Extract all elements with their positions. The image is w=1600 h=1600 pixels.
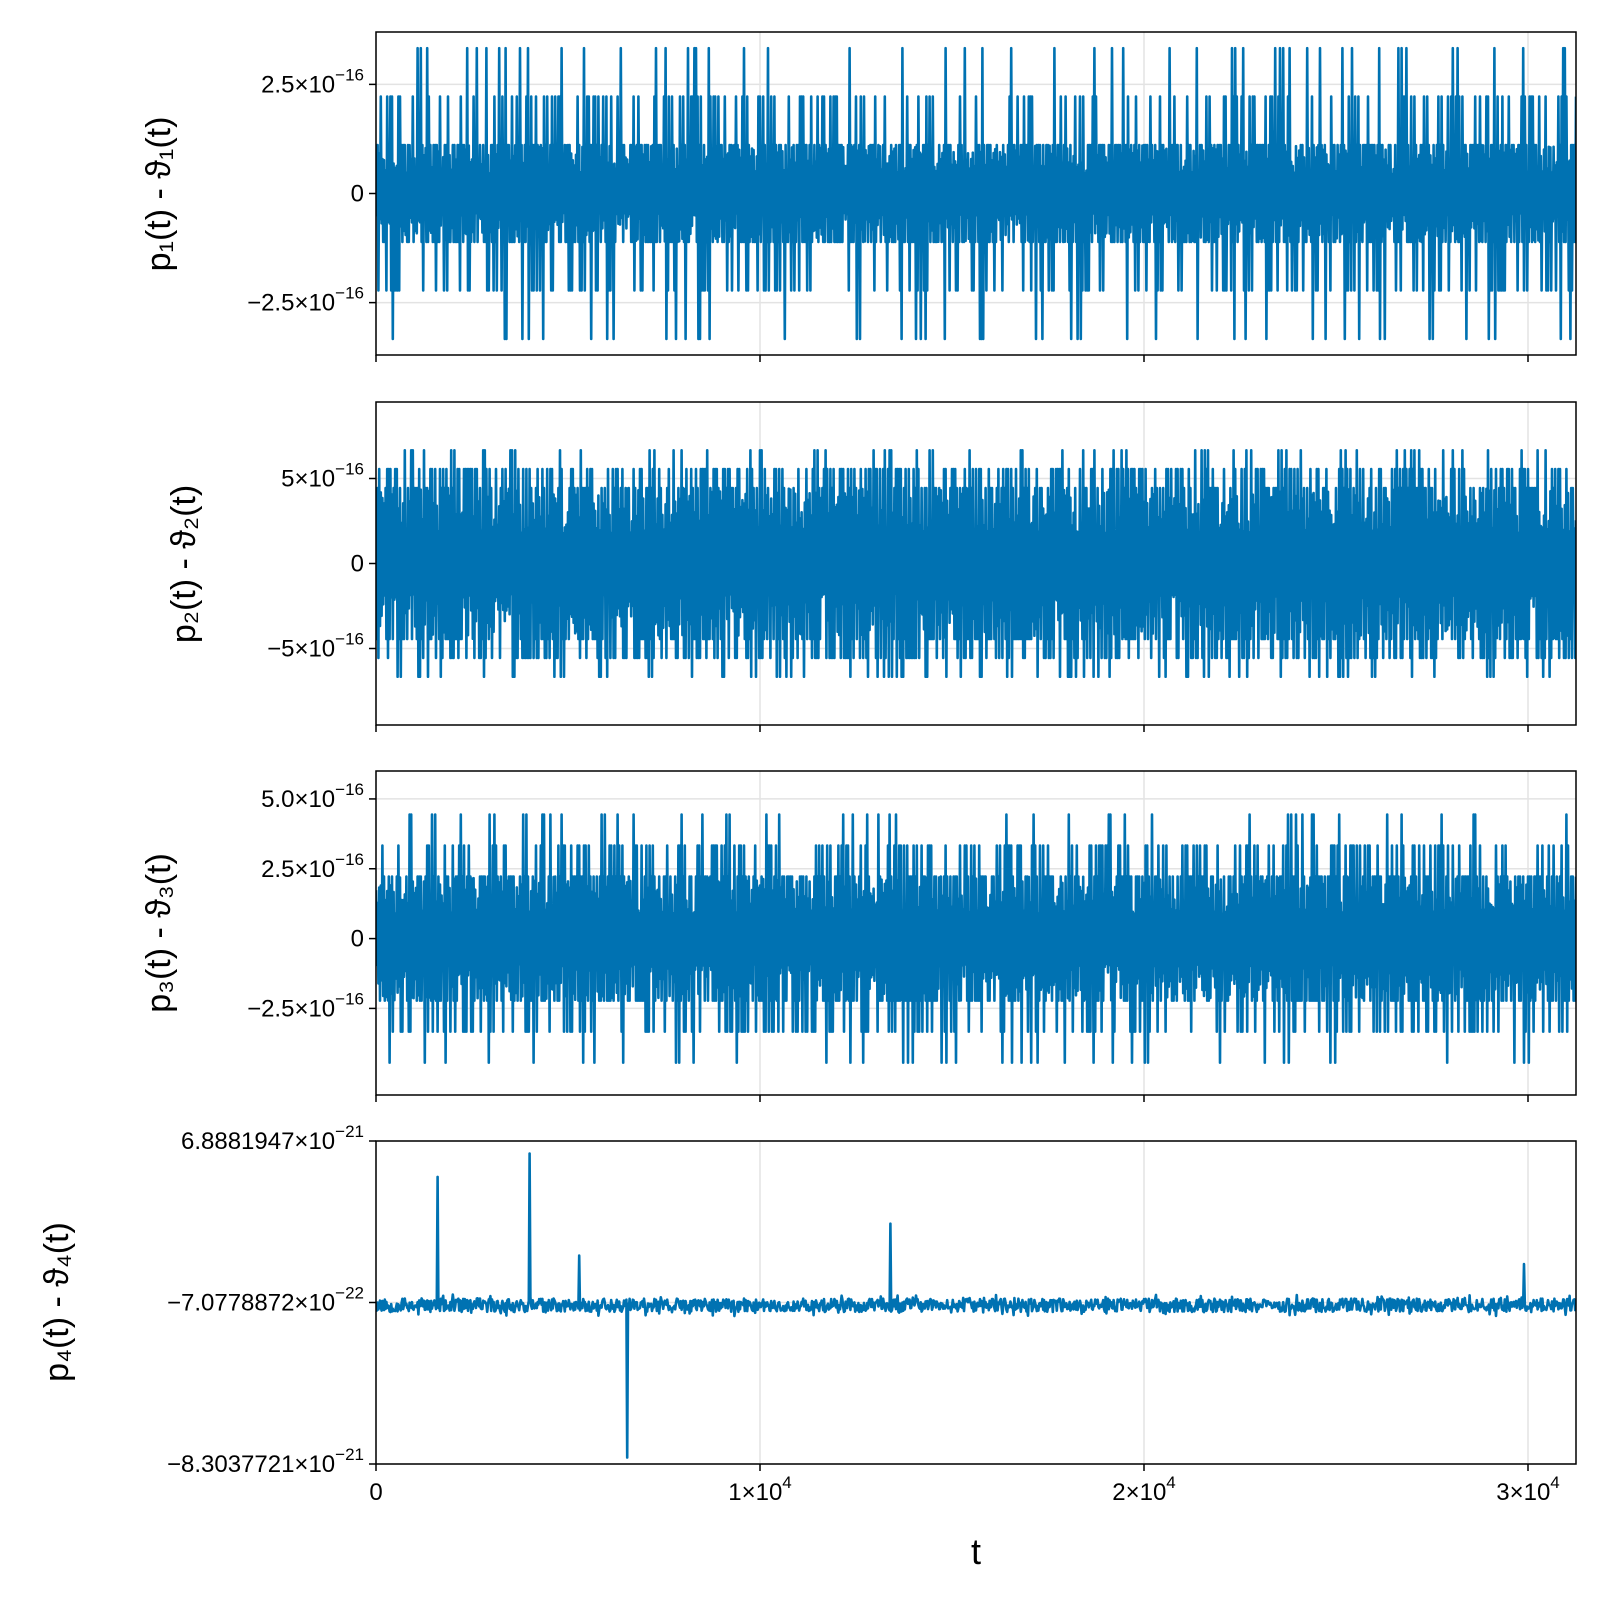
plot-frame [375,770,1577,1096]
y-tick-label-base: 2.5×10 [261,71,335,98]
y-tick-label-base: −7.0778872×10 [167,1290,335,1317]
y-tick-label-base: 0 [351,181,364,208]
y-tick-label: 0 [351,181,364,208]
x-tick-label-exponent: 4 [1166,1473,1175,1492]
y-tick-label: 2.5×10−16 [261,850,364,883]
x-axis-label: t [971,1531,981,1572]
x-tick-label: 2×104 [1112,1473,1176,1506]
y-tick-label: 6.8881947×10−21 [181,1122,364,1155]
y-tick-label: 5.0×10−16 [261,780,364,813]
y-axis-label: p₁(t) - ϑ₁(t) [140,117,178,272]
y-tick-label-base: −5×10 [267,636,335,663]
series-line [376,1152,1576,1459]
x-tick-label-base: 3×10 [1496,1479,1550,1506]
y-tick-label-exponent: −16 [335,989,364,1008]
y-tick-label-base: 5×10 [281,466,335,493]
y-tick-label-exponent: −16 [335,850,364,869]
y-tick-label-exponent: −16 [335,780,364,799]
y-axis-label: p₄(t) - ϑ₄(t) [38,1222,76,1382]
x-tick-label: 1×104 [728,1473,792,1506]
x-tick-label: 3×104 [1496,1473,1560,1506]
y-tick-label-base: 0 [351,551,364,578]
y-tick-label-base: 2.5×10 [261,856,335,883]
x-tick-label-base: 2×10 [1112,1479,1166,1506]
y-tick-label: −8.3037721×10−21 [167,1445,364,1478]
y-tick-label: −2.5×10−16 [247,284,364,317]
y-tick-label-exponent: −21 [335,1445,364,1464]
y-tick-label-base: −2.5×10 [247,290,335,317]
y-tick-label-exponent: −16 [335,630,364,649]
x-tick-label-base: 0 [369,1479,382,1506]
x-tick-label-exponent: 4 [782,1473,791,1492]
y-tick-label-base: 5.0×10 [261,786,335,813]
y-tick-label: 0 [351,551,364,578]
y-tick-label: −2.5×10−16 [247,989,364,1022]
y-axis-label: p₃(t) - ϑ₃(t) [140,853,178,1013]
y-tick-label: 5×10−16 [281,460,364,493]
panel-4: 6.8881947×10−21−7.0778872×10−22−8.303772… [38,1122,1577,1572]
x-tick-label-exponent: 4 [1550,1473,1559,1492]
series-line [376,46,1576,341]
y-tick-label: 0 [351,926,364,953]
y-tick-label-exponent: −22 [335,1284,364,1303]
y-tick-label: −7.0778872×10−22 [167,1284,364,1317]
y-tick-label: −5×10−16 [267,630,364,663]
y-tick-label-base: 6.8881947×10 [181,1128,335,1155]
y-tick-label-exponent: −16 [335,284,364,303]
y-axis-label: p₂(t) - ϑ₂(t) [165,485,203,643]
series-line [376,449,1576,678]
y-tick-label: 2.5×10−16 [261,65,364,98]
y-tick-label-base: −2.5×10 [247,995,335,1022]
y-tick-label-exponent: −21 [335,1122,364,1141]
y-tick-label-exponent: −16 [335,460,364,479]
x-tick-label-base: 1×10 [728,1479,782,1506]
x-tick-label: 0 [369,1479,382,1506]
series-line [376,813,1576,1064]
y-tick-label-base: −8.3037721×10 [167,1451,335,1478]
y-tick-label-exponent: −16 [335,65,364,84]
y-tick-label-base: 0 [351,926,364,953]
